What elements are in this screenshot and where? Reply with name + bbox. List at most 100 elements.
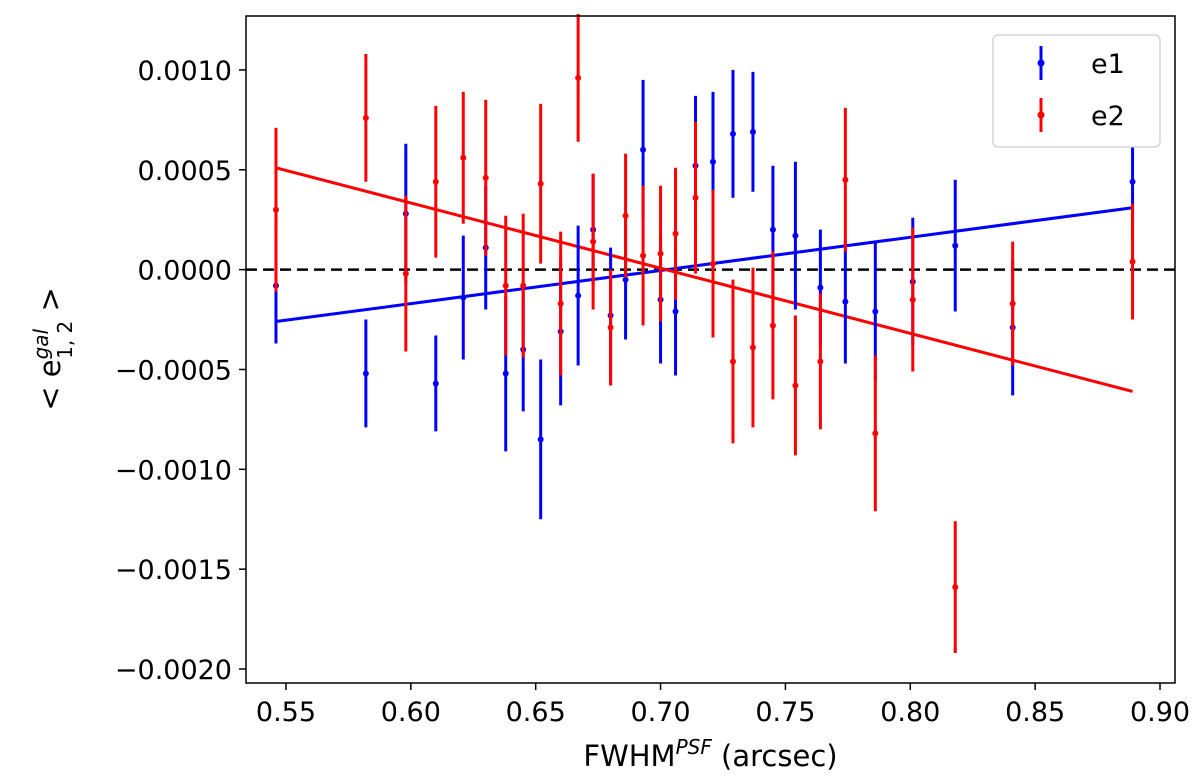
e2-marker (842, 176, 849, 183)
e2-point-7 (520, 213, 527, 358)
e2-marker (520, 282, 527, 289)
e2-marker (362, 114, 369, 121)
x-axis-label-sup: PSF (676, 735, 713, 759)
e2-marker (709, 260, 716, 267)
e2-marker (1129, 258, 1136, 265)
e2-point-14 (640, 185, 647, 326)
e2-marker (792, 382, 799, 389)
y-tick-label: 0.0005 (138, 156, 232, 187)
y-tick-label: 0.0010 (138, 56, 232, 87)
e1-marker (709, 158, 716, 165)
e2-point-0 (272, 127, 279, 292)
e2-point-22 (792, 315, 799, 456)
legend-e1-label: e1 (1091, 49, 1125, 80)
e1-marker (952, 242, 959, 249)
y-axis-label-sub: 1, 2 (53, 321, 77, 359)
x-tick-label: 0.80 (880, 697, 940, 728)
x-axis-label: FWHMPSF (arcsec) (583, 735, 837, 773)
e2-marker (460, 154, 467, 161)
e2-marker (769, 322, 776, 329)
x-tick-label: 0.65 (506, 697, 566, 728)
e1-marker (817, 284, 824, 291)
e2-point-8 (537, 103, 544, 264)
e1-marker (1129, 178, 1136, 185)
e2-point-11 (590, 173, 597, 310)
e2-marker (672, 230, 679, 237)
e2-marker (692, 194, 699, 201)
e2-marker (575, 74, 582, 81)
e2-marker (432, 178, 439, 185)
e2-marker (749, 344, 756, 351)
plot-frame (245, 15, 1176, 684)
e2-point-24 (842, 107, 849, 252)
e2-point-29 (1129, 203, 1136, 320)
y-tick-label: −0.0015 (115, 555, 232, 586)
legend-e2-marker-dot (1037, 111, 1045, 119)
e1-marker (672, 308, 679, 315)
x-tick-label: 0.55 (256, 697, 316, 728)
e2-point-5 (482, 99, 489, 256)
e2-point-19 (729, 279, 736, 444)
y-axis-label-prefix: < e (33, 359, 67, 410)
e2-point-3 (432, 105, 439, 258)
e1-point-27 (952, 179, 959, 312)
e2-marker (607, 324, 614, 331)
x-tick-label: 0.60 (381, 697, 441, 728)
y-tick-label: −0.0010 (115, 455, 232, 486)
e2-marker (872, 430, 879, 437)
e2-marker (557, 300, 564, 307)
e2-point-26 (909, 227, 916, 372)
e2-point-9 (557, 231, 564, 376)
x-tick-label: 0.90 (1130, 697, 1190, 728)
y-axis-label: < egal1, 2 > (29, 287, 77, 411)
e1-point-20 (749, 71, 756, 192)
e1-marker (575, 292, 582, 299)
e2-point-6 (502, 215, 509, 356)
e1-point-19 (729, 69, 736, 198)
e2-point-2 (402, 195, 409, 352)
e2-point-15 (657, 185, 664, 322)
e2-marker (909, 296, 916, 303)
e2-point-13 (622, 153, 629, 278)
e2-point-4 (460, 91, 467, 224)
e1-marker (460, 294, 467, 301)
legend-e1-marker-dot (1037, 59, 1045, 67)
e1-marker (502, 370, 509, 377)
e1-point-3 (432, 335, 439, 432)
e2-point-17 (692, 121, 699, 274)
e2-marker (1009, 300, 1016, 307)
e1-fit-line (275, 206, 1133, 324)
y-tick-label: −0.0020 (115, 655, 232, 686)
e1-marker (872, 308, 879, 315)
y-tick-label: −0.0005 (115, 355, 232, 386)
e2-marker (640, 252, 647, 259)
legend: e1 e2 (992, 34, 1161, 148)
e2-point-18 (709, 189, 716, 338)
e1-marker (729, 130, 736, 137)
e1-point-4 (460, 235, 467, 360)
e2-marker (952, 584, 959, 591)
e2-marker (537, 180, 544, 187)
e2-point-27 (952, 521, 959, 654)
e1-marker (640, 146, 647, 153)
e2-marker (817, 358, 824, 365)
e1-marker (792, 232, 799, 239)
e2-point-21 (769, 251, 776, 400)
e2-marker (657, 250, 664, 257)
e2-marker (729, 358, 736, 365)
e1-point-1 (362, 319, 369, 428)
x-axis-label-main: FWHM (583, 739, 675, 773)
e1-point-10 (575, 225, 582, 366)
e2-point-10 (575, 14, 582, 142)
e2-point-20 (749, 267, 756, 428)
x-axis-label-tail: (arcsec) (712, 739, 838, 773)
e2-point-25 (872, 355, 879, 512)
e1-point-24 (842, 239, 849, 364)
e1-marker (769, 226, 776, 233)
x-tick-label: 0.75 (755, 697, 815, 728)
e1-marker (622, 276, 629, 283)
e2-point-1 (362, 53, 369, 182)
e1-point-8 (537, 359, 544, 520)
e1-marker (362, 370, 369, 377)
